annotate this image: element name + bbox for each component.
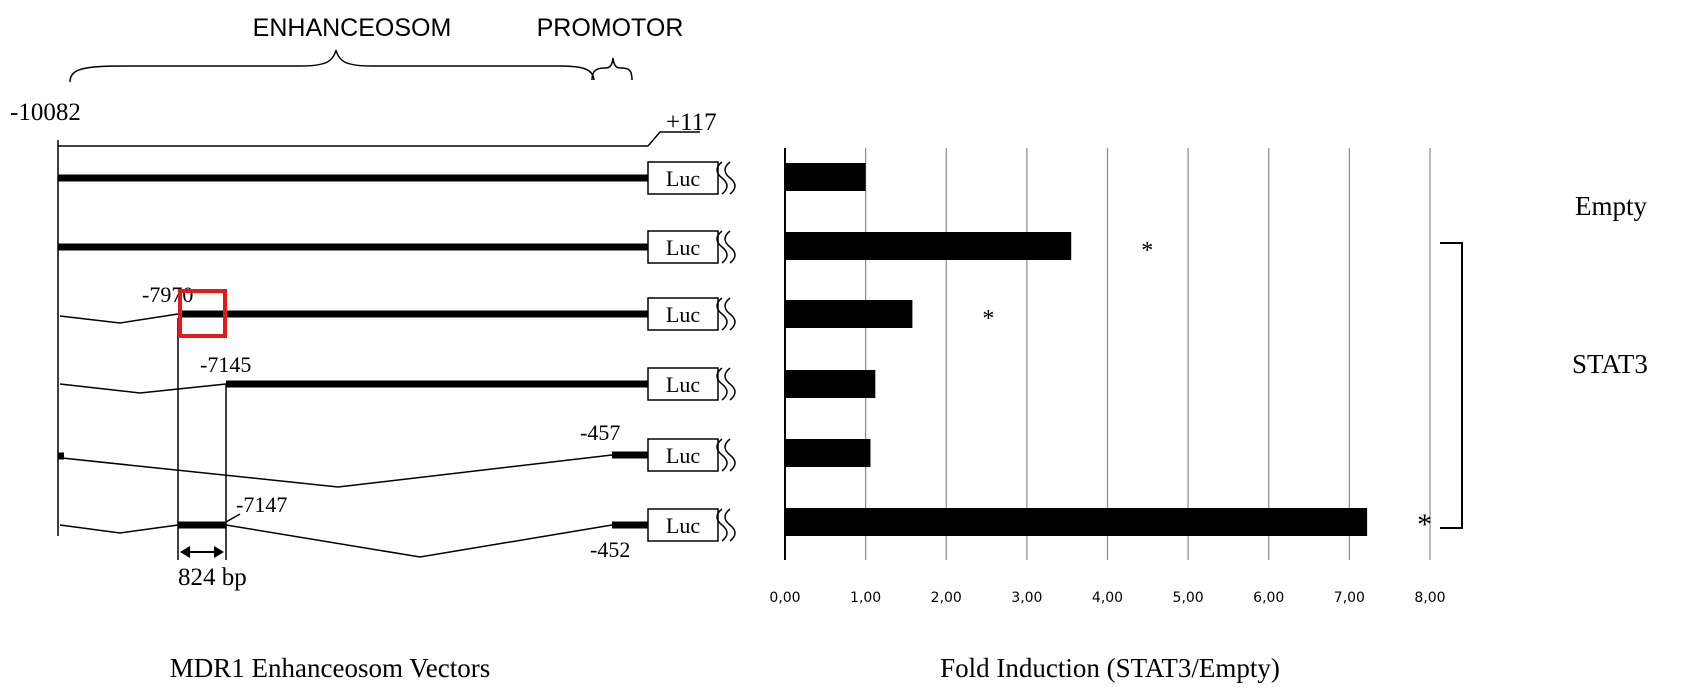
luc-box-5: Luc <box>647 438 736 472</box>
x-tick-label: 6,00 <box>1253 590 1284 606</box>
luc-box-6: Luc <box>647 508 736 542</box>
bar-3 <box>785 300 913 328</box>
luc-box-4: Luc <box>647 367 736 401</box>
bar-6 <box>785 508 1368 536</box>
x-tick-label: 0,00 <box>769 590 800 606</box>
coord-7145: -7145 <box>200 352 251 377</box>
construct-5-deletion <box>61 454 613 488</box>
x-tick-label: 3,00 <box>1011 590 1042 606</box>
span-label: 824 bp <box>178 564 247 591</box>
group-label-empty: Empty <box>1575 191 1647 221</box>
bar-4 <box>785 370 876 398</box>
luc-box-2: Luc <box>647 230 736 264</box>
construct-6-deletion-left <box>59 524 179 534</box>
luc-label: Luc <box>666 443 700 468</box>
chart-ticks: 0,00 1,00 2,00 3,00 4,00 5,00 6,00 7,00 8,00 <box>769 590 1445 606</box>
luc-label: Luc <box>666 302 700 327</box>
x-tick-label: 8,00 <box>1414 590 1445 606</box>
coord-7970: -7970 <box>142 282 193 307</box>
bar-1 <box>785 163 866 191</box>
luc-box-1: Luc <box>647 161 736 195</box>
coord-452: -452 <box>590 537 630 562</box>
span-arrow-left-head <box>180 546 190 558</box>
luc-label: Luc <box>666 235 700 260</box>
construct-6-deletion-right <box>225 524 613 558</box>
enhanceosom-label: ENHANCEOSOM <box>253 14 452 42</box>
significance-marker: * <box>982 306 994 332</box>
luc-label: Luc <box>666 166 700 191</box>
construct-3-deletion <box>59 313 179 324</box>
plasmid-break-icon <box>716 438 736 472</box>
chart-grid <box>784 148 1431 560</box>
plasmid-break-icon <box>716 161 736 195</box>
promotor-brace <box>591 57 633 81</box>
x-tick-label: 1,00 <box>850 590 881 606</box>
coord-457: -457 <box>580 420 620 445</box>
x-tick-label: 5,00 <box>1173 590 1204 606</box>
plasmid-break-icon <box>716 508 736 542</box>
significance-marker: * <box>1417 508 1432 541</box>
coord-7147-leader <box>225 513 241 523</box>
stat3-bracket <box>1440 242 1463 529</box>
plasmid-break-icon <box>716 367 736 401</box>
x-axis-label: Fold Induction (STAT3/Empty) <box>940 653 1280 683</box>
construct-4-deletion <box>59 383 227 394</box>
plasmid-break-icon <box>716 230 736 264</box>
highlight-box <box>178 289 227 338</box>
bar-5 <box>785 439 871 467</box>
end-leader-line <box>647 131 700 147</box>
chart-significance: * * * <box>982 238 1432 541</box>
coord-7147: -7147 <box>236 492 287 517</box>
luc-label: Luc <box>666 513 700 538</box>
bar-2 <box>785 232 1072 260</box>
group-label-stat3: STAT3 <box>1572 349 1648 379</box>
luc-box-3: Luc <box>647 297 736 331</box>
fold-induction-chart: 0,00 1,00 2,00 3,00 4,00 5,00 6,00 7,00 8,00 * * * <box>769 148 1446 606</box>
chart-bars <box>785 163 1368 536</box>
x-tick-label: 7,00 <box>1334 590 1365 606</box>
significance-marker: * <box>1141 238 1153 264</box>
enhanceosom-brace <box>69 49 595 83</box>
luc-label: Luc <box>666 372 700 397</box>
span-arrow-right-head <box>214 546 224 558</box>
start-coordinate: -10082 <box>10 99 81 126</box>
vectors-caption: MDR1 Enhanceosom Vectors <box>170 653 490 683</box>
x-tick-label: 2,00 <box>931 590 962 606</box>
plasmid-break-icon <box>716 297 736 331</box>
promotor-label: PROMOTOR <box>537 14 684 42</box>
x-tick-label: 4,00 <box>1092 590 1123 606</box>
